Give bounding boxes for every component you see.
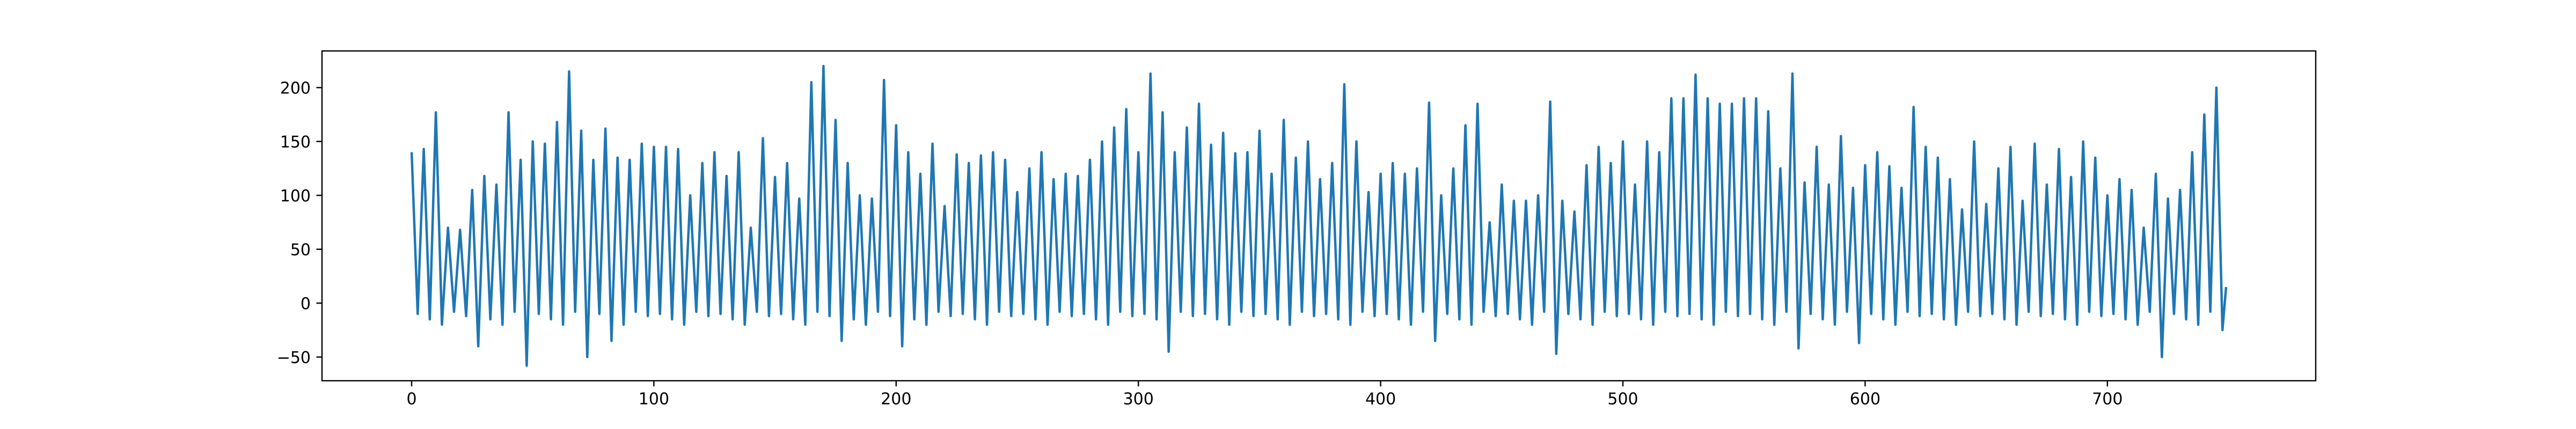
y-tick-label: 100 xyxy=(280,187,311,205)
y-tick-label: 150 xyxy=(280,133,311,152)
y-tick-label: 50 xyxy=(290,241,311,260)
x-tick-label: 100 xyxy=(639,390,669,409)
x-tick-label: 300 xyxy=(1123,390,1154,409)
x-tick-label: 600 xyxy=(1850,390,1880,409)
x-tick-label: 700 xyxy=(2092,390,2123,409)
y-tick-label: 0 xyxy=(301,294,311,313)
x-tick-label: 500 xyxy=(1607,390,1638,409)
x-tick-label: 400 xyxy=(1365,390,1396,409)
x-tick-label: 0 xyxy=(406,390,416,409)
y-tick-label: 200 xyxy=(280,79,311,98)
x-tick-label: 200 xyxy=(881,390,911,409)
y-tick-label: −50 xyxy=(277,349,311,367)
data-line xyxy=(410,64,2228,367)
axes-frame xyxy=(321,50,2317,382)
